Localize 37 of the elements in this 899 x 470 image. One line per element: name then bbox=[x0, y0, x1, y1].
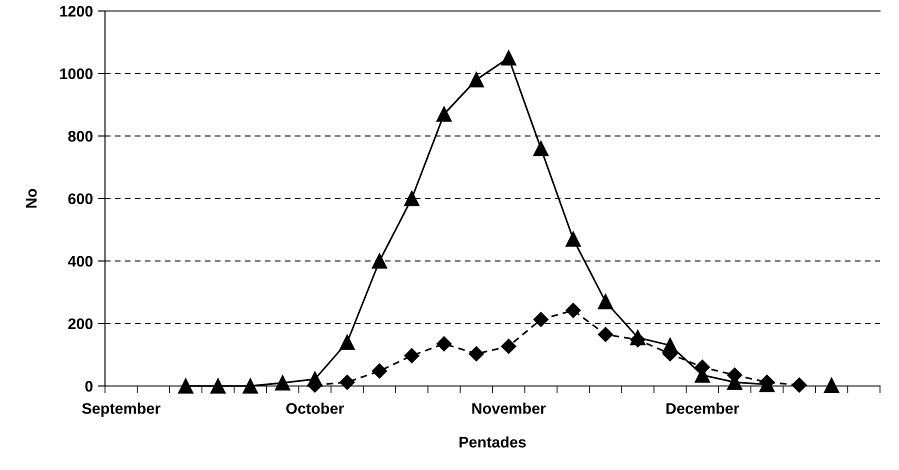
point bbox=[598, 294, 614, 310]
point bbox=[436, 106, 452, 122]
point bbox=[340, 334, 355, 350]
y-tick-label: 1000 bbox=[60, 68, 93, 80]
point bbox=[824, 378, 840, 394]
point bbox=[210, 378, 226, 394]
point bbox=[566, 302, 581, 318]
point bbox=[792, 377, 807, 393]
point bbox=[598, 326, 614, 342]
point bbox=[274, 375, 290, 391]
y-tick-label: 400 bbox=[68, 256, 93, 267]
y-tick-label: 200 bbox=[68, 318, 93, 330]
x-tick-label: December bbox=[666, 402, 740, 414]
y-tick-label: 800 bbox=[68, 130, 93, 142]
point bbox=[501, 338, 516, 354]
point bbox=[566, 231, 581, 247]
x-tick-label: October bbox=[286, 402, 344, 414]
point bbox=[404, 190, 420, 206]
x-axis-title: Pentades bbox=[460, 436, 526, 448]
point bbox=[242, 378, 258, 394]
x-tick-label: November bbox=[472, 402, 546, 414]
y-tick-label: 0 bbox=[85, 380, 93, 392]
y-tick-label: 1200 bbox=[60, 6, 93, 17]
point bbox=[533, 312, 549, 328]
point bbox=[340, 374, 355, 390]
point bbox=[404, 348, 420, 364]
point bbox=[372, 363, 388, 379]
point bbox=[468, 72, 484, 88]
point bbox=[533, 140, 549, 156]
y-tick-label: 600 bbox=[68, 193, 93, 204]
point bbox=[501, 50, 516, 66]
x-tick-label: September bbox=[82, 402, 160, 417]
point bbox=[178, 378, 194, 394]
point bbox=[468, 346, 484, 362]
point bbox=[436, 336, 452, 352]
point bbox=[372, 253, 388, 269]
y-axis-title: No bbox=[26, 188, 37, 208]
